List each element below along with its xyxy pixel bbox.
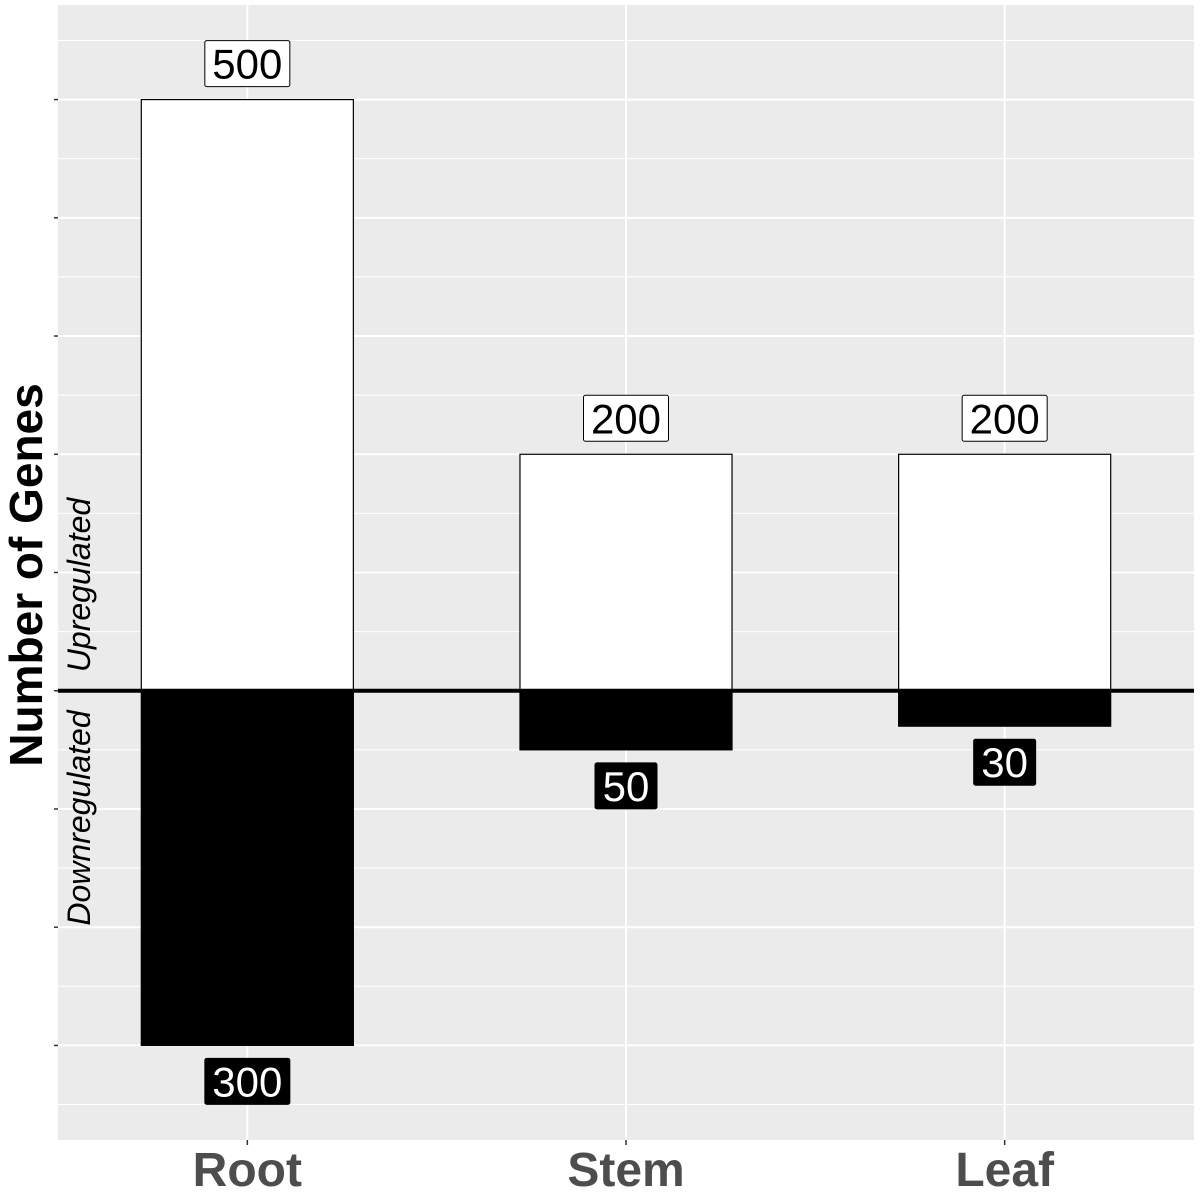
axis-ticks — [54, 98, 1006, 1145]
data-label-text: 50 — [603, 763, 650, 810]
data-label-box — [961, 394, 1048, 442]
x-label-leaf: Leaf — [955, 1144, 1055, 1197]
x-label-stem: Stem — [567, 1144, 684, 1197]
y-axis-upregulated-label: Upregulated — [61, 497, 97, 673]
data-label-text: 30 — [981, 739, 1028, 786]
data-label-box — [204, 1057, 291, 1105]
x-label-root: Root — [193, 1144, 302, 1197]
data-label-leaf-down: 30 — [973, 738, 1037, 786]
x-axis-labels: Root Stem Leaf — [193, 1144, 1055, 1197]
bar-root-down — [140, 690, 354, 1047]
bars — [140, 98, 1112, 1047]
data-label-box — [973, 738, 1037, 786]
y-axis-title: Number of Genes — [0, 383, 52, 766]
data-label-text: 500 — [212, 41, 282, 88]
bar-root-up — [140, 98, 354, 692]
data-label-box — [204, 40, 291, 88]
bar-stem-up — [519, 453, 733, 692]
data-label-root-up: 500 — [204, 40, 291, 88]
data-label-box — [594, 762, 658, 810]
data-label-stem-up: 200 — [583, 394, 669, 442]
bar-stem-down — [519, 690, 733, 751]
bar-leaf-down — [898, 690, 1112, 727]
data-label-text: 300 — [212, 1058, 282, 1105]
data-labels: 500 200 200 300 50 30 — [204, 40, 1048, 1105]
data-label-root-down: 300 — [204, 1057, 291, 1105]
data-label-text: 200 — [591, 395, 661, 442]
data-label-stem-down: 50 — [594, 762, 658, 810]
data-label-leaf-up: 200 — [961, 394, 1048, 442]
y-axis-downregulated-label: Downregulated — [61, 709, 97, 925]
data-label-text: 200 — [970, 395, 1040, 442]
bar-leaf-up — [898, 453, 1112, 692]
data-label-box — [583, 394, 669, 442]
